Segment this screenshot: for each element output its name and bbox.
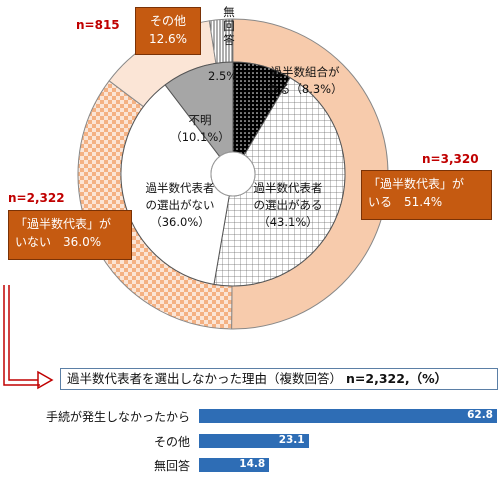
connector-arrow-head (37, 370, 54, 390)
callout-absent: 「過半数代表」が いない 36.0% (8, 210, 132, 260)
callout-absent-label: 「過半数代表」が (15, 217, 112, 231)
callout-present-label: 「過半数代表」が (368, 177, 465, 191)
inner-label-selected-l2: の選出がある (253, 198, 323, 212)
callout-present-sub: いる 51.4% (368, 195, 443, 209)
callout-present: 「過半数代表」が いる 51.4% (361, 170, 492, 220)
bar-value-1: 23.1 (278, 434, 305, 446)
inner-label-not-selected-l3: （36.0%） (150, 215, 210, 229)
bar-2 (199, 458, 270, 472)
n-label-absent: n=2,322 (8, 191, 65, 205)
n-label-present: n=3,320 (422, 152, 479, 166)
bar-value-2: 14.8 (239, 458, 266, 470)
inner-label-selected-l3: （43.1%） (258, 215, 318, 229)
bar-label-0: 手続が発生しなかったから (45, 410, 190, 424)
callout-other-pct: 12.6% (148, 32, 188, 46)
connector-arrow (8, 285, 40, 381)
inner-label-selected-l1: 過半数代表者 (253, 181, 323, 195)
inner-label-not-selected-l1: 過半数代表者 (145, 181, 215, 195)
inner-label-unknown-l1: 不明 (188, 113, 212, 127)
bar-label-1: その他 (153, 435, 190, 449)
reason-title-text: 過半数代表者を選出しなかった理由（複数回答） (67, 371, 343, 386)
reason-n-label: n=2,322,（%） (346, 371, 448, 386)
connector-arrow-outer (3, 285, 40, 386)
callout-absent-pct: 36.0% (63, 235, 102, 249)
bar-label-2: 無回答 (153, 459, 190, 473)
no-answer-vertical-label: 無回答 (223, 5, 235, 47)
inner-label-unknown: 不明 （10.1%） (170, 112, 230, 146)
inner-label-unknown-l2: （10.1%） (170, 130, 230, 144)
bar-0 (199, 409, 497, 423)
inner-label-selected: 過半数代表者 の選出がある （43.1%） (240, 180, 336, 231)
inner-label-union-l2: ある（8.3%） (267, 82, 343, 96)
callout-present-pct: 51.4% (404, 195, 443, 209)
callout-other-label: その他 (149, 14, 186, 28)
inner-label-union-l1: 過半数組合が (270, 65, 340, 79)
bar-value-0: 62.8 (467, 409, 493, 421)
callout-other: その他 12.6% (135, 7, 201, 55)
inner-label-union: 過半数組合が ある（8.3%） (256, 64, 354, 98)
bar-1 (199, 434, 309, 448)
inner-label-not-selected-l2: の選出がない (145, 198, 215, 212)
no-answer-pct: 2.5% (208, 69, 238, 83)
inner-label-not-selected: 過半数代表者 の選出がない （36.0%） (132, 180, 228, 231)
callout-absent-sub: いない 36.0% (15, 235, 102, 249)
n-label-other: n=815 (76, 18, 120, 32)
reason-chart-title: 過半数代表者を選出しなかった理由（複数回答） n=2,322,（%） (60, 368, 498, 390)
donut-hole (210, 151, 256, 197)
